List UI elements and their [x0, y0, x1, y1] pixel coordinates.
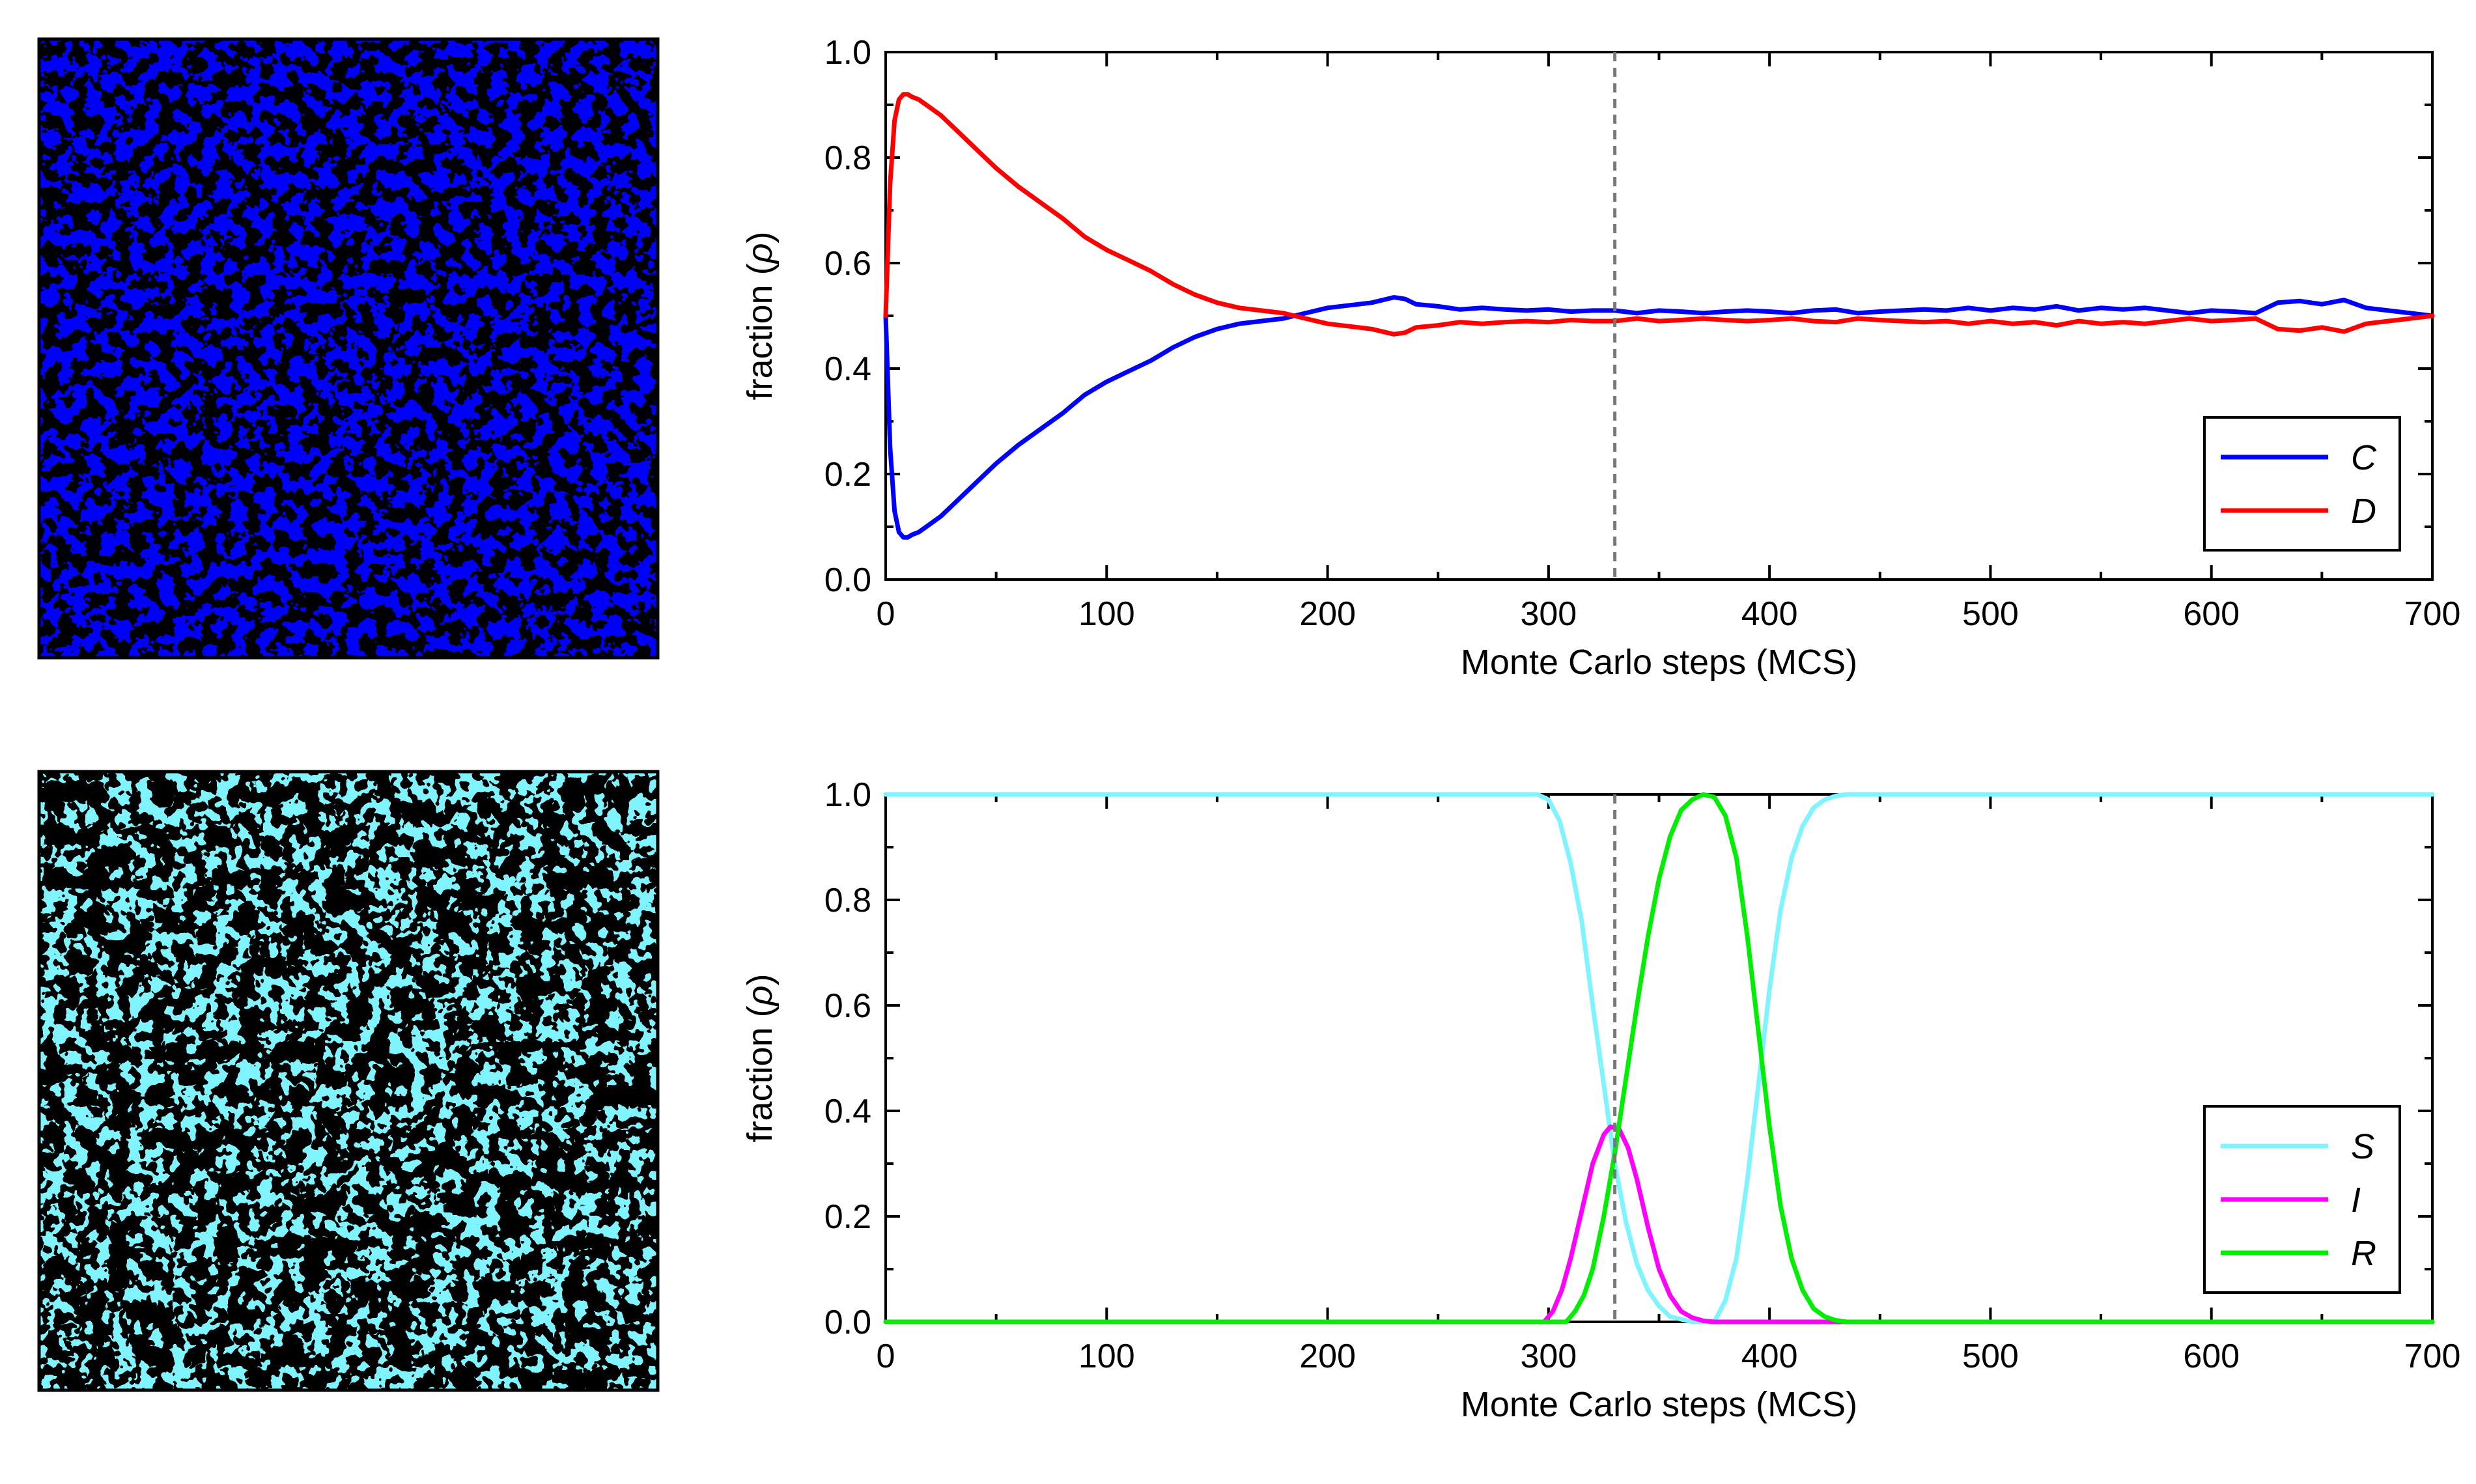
x-tick-label: 300 [1520, 1337, 1577, 1375]
y-tick-label: 0.4 [824, 350, 871, 388]
lattice-snapshot-cd [39, 39, 658, 658]
lattice-snapshot-sir [39, 772, 658, 1390]
y-axis-title-prefix: fraction ( [740, 263, 780, 400]
y-axis-title-suffix: ) [740, 974, 780, 986]
x-tick-label: 400 [1741, 595, 1798, 633]
lattice-overlay-r [39, 772, 658, 1390]
lattice-frame-top [37, 37, 660, 660]
x-tick-label: 0 [877, 1337, 895, 1375]
plot-frame [884, 51, 2434, 581]
series-line-D [883, 92, 2435, 337]
y-tick-label: 0.6 [824, 987, 871, 1025]
y-tick-label: 0.8 [824, 882, 871, 919]
x-tick-label: 500 [1962, 595, 2019, 633]
y-axis-title: fraction (ρ) [740, 232, 780, 400]
x-tick-label: 300 [1520, 595, 1577, 633]
x-axis-title: Monte Carlo steps (MCS) [1461, 643, 1857, 682]
legend-label-I: I [2351, 1181, 2361, 1220]
y-tick-label: 0.4 [824, 1093, 871, 1130]
x-tick-label: 200 [1299, 595, 1356, 633]
series-line-S [883, 792, 2435, 1324]
x-axis-title: Monte Carlo steps (MCS) [1461, 1385, 1857, 1424]
y-tick-label: 0.2 [824, 456, 871, 494]
y-axis-title-symbol: ρ [740, 985, 780, 1007]
x-tick-label: 700 [2404, 595, 2461, 633]
x-tick-label: 600 [2183, 1337, 2240, 1375]
y-tick-label: 0.0 [824, 1304, 871, 1341]
legend-box [2203, 416, 2401, 552]
x-tick-label: 200 [1299, 1337, 1356, 1375]
x-tick-label: 500 [1962, 1337, 2019, 1375]
legend-label-D: D [2351, 492, 2376, 531]
lattice-overlay-d [39, 39, 658, 658]
y-tick-label: 0.2 [824, 1198, 871, 1236]
y-tick-label: 1.0 [824, 34, 871, 72]
lattice-frame-bottom [37, 770, 660, 1392]
series-line-I [883, 1124, 2435, 1324]
y-tick-label: 0.8 [824, 139, 871, 177]
y-tick-label: 0.0 [824, 561, 871, 599]
y-axis-title-prefix: fraction ( [740, 1005, 780, 1142]
y-axis-title-symbol: ρ [740, 243, 780, 264]
y-tick-label: 0.6 [824, 245, 871, 283]
chart-sir-fractions: 0 100 200 300 400 500 600 700 0.0 0.2 0.4 0.6 0.8 1.0… [740, 776, 2460, 1424]
y-tick-label: 1.0 [824, 776, 871, 814]
x-tick-label: 0 [877, 595, 895, 633]
x-tick-label: 700 [2404, 1337, 2461, 1375]
x-tick-label: 600 [2183, 595, 2240, 633]
legend-label-S: S [2351, 1127, 2374, 1166]
series-line-C [883, 295, 2435, 540]
series-line-R [883, 792, 2435, 1324]
x-tick-label: 100 [1078, 1337, 1135, 1375]
legend-label-C: C [2351, 438, 2377, 477]
x-tick-label: 400 [1741, 1337, 1798, 1375]
y-axis-title: fraction (ρ) [740, 974, 780, 1143]
chart-cd-fractions: 0 100 200 300 400 500 600 700 0.0 0.2 0.4 0.6 0.8 1.0… [740, 34, 2460, 682]
x-tick-label: 100 [1078, 595, 1135, 633]
legend-label-R: R [2351, 1234, 2376, 1273]
y-axis-title-suffix: ) [740, 232, 780, 244]
